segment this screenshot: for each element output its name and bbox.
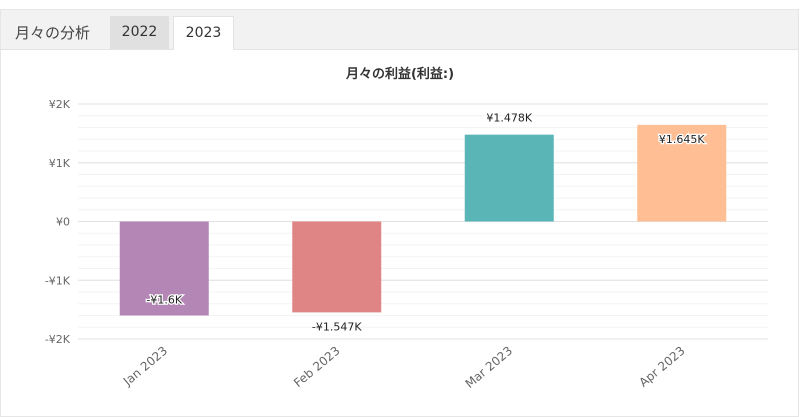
x-tick-label: Mar 2023 [463, 344, 516, 391]
bar-value-label: -¥1.547K [312, 320, 362, 333]
bar-value-label: -¥1.6K [146, 294, 182, 307]
chart-title: 月々の利益(利益:) [345, 66, 454, 82]
x-tick-label: Feb 2023 [291, 344, 343, 390]
bar [119, 221, 209, 316]
tab-2023[interactable]: 2023 [173, 16, 234, 50]
y-tick-label: ¥2K [49, 98, 71, 111]
bar-value-label: ¥1.645K [659, 133, 705, 146]
x-tick-label: Jan 2023 [120, 344, 170, 389]
bar [637, 124, 727, 222]
y-tick-label: -¥2K [45, 333, 71, 346]
bar [464, 134, 554, 222]
tab-2022[interactable]: 2022 [110, 16, 169, 49]
y-tick-label: ¥0 [56, 216, 70, 229]
x-tick-label: Apr 2023 [636, 344, 687, 390]
y-tick-label: -¥1K [45, 274, 71, 287]
panel-title: 月々の分析 [15, 24, 91, 42]
y-tick-label: ¥1K [49, 157, 71, 170]
bar [292, 221, 382, 313]
bar-value-label: ¥1.478K [486, 112, 532, 125]
tab-bar: 月々の分析 2022 2023 [1, 10, 798, 50]
